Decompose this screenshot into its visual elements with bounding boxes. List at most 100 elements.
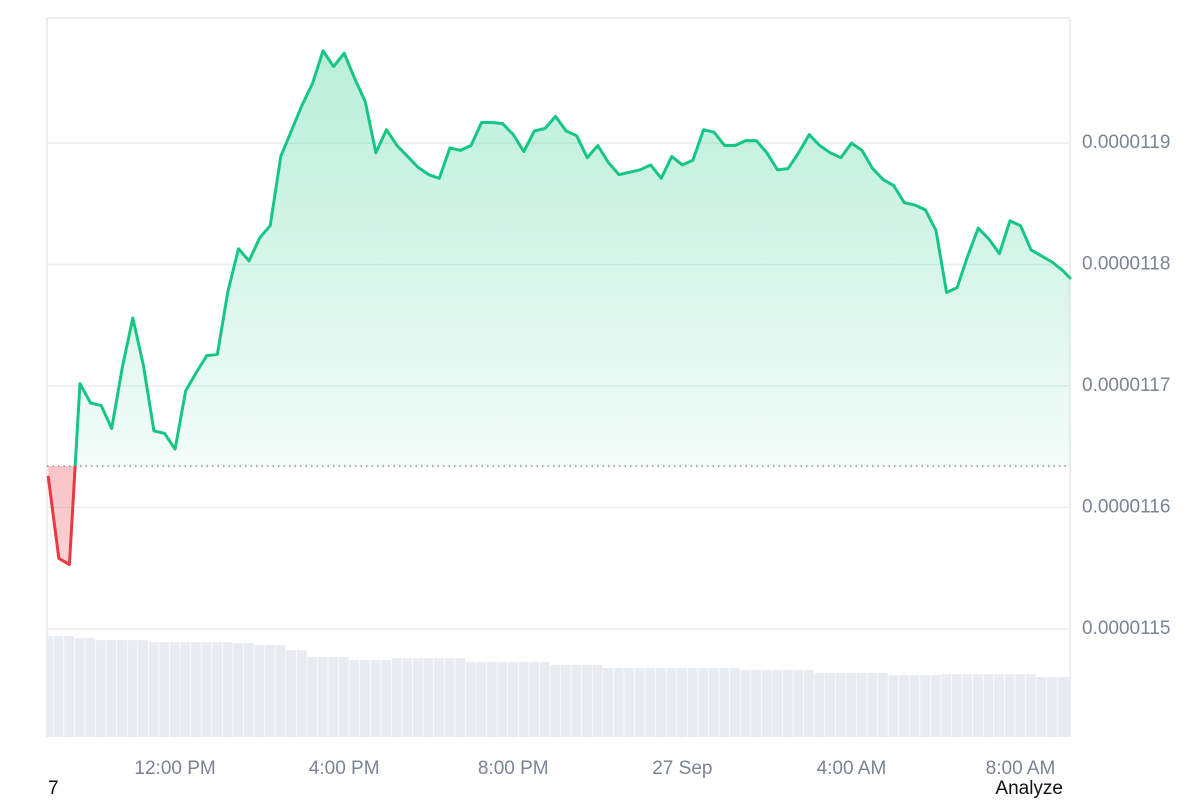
volume-bar: [508, 662, 518, 737]
volume-bar: [677, 668, 688, 737]
volume-bar: [127, 640, 138, 737]
volume-bar: [613, 668, 624, 737]
volume-bar: [370, 660, 381, 737]
volume-bar: [782, 670, 793, 737]
x-tick-label: 4:00 AM: [817, 758, 887, 779]
volume-bar: [53, 636, 64, 737]
volume-bar: [814, 673, 825, 737]
y-tick-label: 0.0000115: [1082, 618, 1170, 639]
volume-bar: [317, 657, 328, 737]
volume-bar: [877, 673, 888, 737]
volume-bar: [85, 638, 96, 737]
volume-bar: [138, 640, 149, 737]
grid-layer: 0.0000115 0.0000116 0.0000117 0.0000118 0.00…: [46, 17, 1170, 779]
volume-bar: [64, 636, 75, 737]
volume-bar: [159, 642, 170, 737]
volume-bar: [994, 674, 1005, 737]
volume-bar: [233, 643, 244, 737]
volume-bar: [846, 673, 857, 737]
y-tick-label: 0.0000119: [1082, 132, 1170, 153]
volume-bar: [666, 668, 677, 737]
footer-left: 7: [48, 778, 59, 799]
volume-bar: [95, 640, 106, 737]
volume-bar: [624, 668, 635, 737]
volume-bar: [909, 675, 920, 737]
volume-bar: [962, 674, 973, 737]
volume-bar: [212, 642, 223, 737]
volume-bar: [254, 645, 265, 737]
volume-bar: [296, 650, 307, 737]
x-tick-label: 12:00 PM: [134, 758, 215, 779]
x-tick-label: 27 Sep: [652, 758, 712, 779]
volume-bar: [825, 673, 835, 737]
volume-bar: [888, 675, 899, 737]
volume-bar: [529, 662, 540, 737]
volume-layer: [47, 636, 1070, 737]
volume-bar: [539, 662, 550, 737]
y-tick-label: 0.0000118: [1082, 254, 1170, 275]
volume-bar: [412, 658, 423, 737]
volume-bar: [275, 645, 286, 737]
volume-bar: [645, 668, 656, 737]
volume-bar: [867, 673, 878, 737]
x-tick-label: 8:00 PM: [478, 758, 549, 779]
volume-bar: [190, 642, 201, 737]
volume-bar: [307, 657, 318, 737]
volume-bar: [360, 660, 370, 737]
volume-bar: [1046, 677, 1057, 737]
volume-bar: [930, 675, 941, 737]
volume-bar: [983, 674, 994, 737]
volume-bar: [497, 662, 508, 737]
x-tick-label: 8:00 AM: [986, 758, 1056, 779]
volume-bar: [592, 665, 603, 737]
volume-bar: [74, 638, 85, 737]
volume-bar: [381, 660, 392, 737]
volume-bar: [391, 658, 402, 737]
volume-bar: [264, 645, 275, 737]
volume-bar: [106, 640, 117, 737]
volume-bar: [486, 662, 497, 737]
volume-bar: [116, 640, 127, 737]
price-line: [46, 49, 1072, 567]
plot-layer: [46, 49, 1072, 567]
volume-bar: [951, 674, 962, 737]
volume-bar: [856, 673, 867, 737]
volume-bar: [973, 674, 983, 737]
volume-bar: [148, 642, 159, 737]
volume-bar: [1025, 674, 1036, 737]
volume-bar: [423, 658, 434, 737]
volume-bar: [402, 658, 413, 737]
y-tick-label: 0.0000116: [1082, 496, 1170, 517]
volume-bar: [708, 668, 719, 737]
volume-bar: [634, 668, 645, 737]
volume-bar: [719, 668, 730, 737]
volume-bar: [761, 670, 772, 737]
volume-bar: [571, 665, 582, 737]
volume-bar: [465, 662, 476, 737]
volume-bar: [687, 668, 698, 737]
volume-bar: [169, 642, 180, 737]
volume-bar: [1057, 677, 1068, 737]
volume-bar: [286, 650, 297, 737]
footer-right[interactable]: Analyze: [995, 778, 1063, 799]
volume-bar: [603, 668, 614, 737]
volume-bar: [729, 668, 740, 737]
volume-bar: [803, 670, 814, 737]
volume-bar: [550, 665, 561, 737]
area: [48, 50, 1070, 565]
volume-bar: [1004, 674, 1015, 737]
volume-bar: [476, 662, 487, 737]
volume-bar: [444, 658, 455, 737]
volume-bar: [560, 665, 571, 737]
volume-bar: [740, 670, 751, 737]
y-tick-label: 0.0000117: [1082, 375, 1170, 396]
volume-bar: [455, 658, 466, 737]
volume-bar: [338, 657, 349, 737]
volume-bar: [1015, 674, 1026, 737]
volume-bar: [328, 657, 339, 737]
volume-bar: [243, 643, 254, 737]
volume-bar: [222, 642, 233, 737]
volume-bar: [201, 642, 212, 737]
volume-bar: [751, 670, 762, 737]
